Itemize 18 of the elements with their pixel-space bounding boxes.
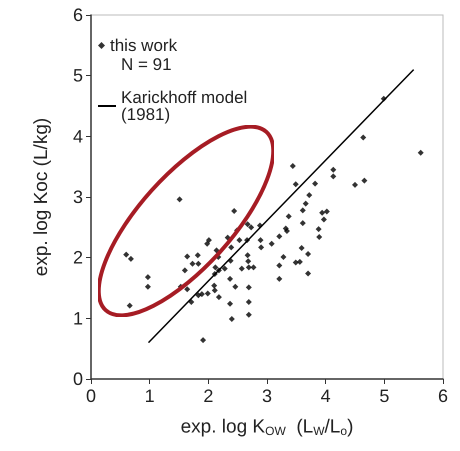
legend-label: this work bbox=[110, 36, 178, 55]
y-tick-label: 0 bbox=[72, 369, 83, 389]
x-tick-label: 4 bbox=[320, 386, 331, 406]
y-tick-label: 2 bbox=[72, 248, 83, 268]
y-tick-label: 3 bbox=[72, 187, 83, 207]
x-tick-label: 1 bbox=[144, 386, 155, 406]
y-axis-title: exp. log Koc (L/kg) bbox=[31, 118, 52, 276]
x-tick-label: 2 bbox=[203, 386, 214, 406]
x-tick-label: 5 bbox=[379, 386, 390, 406]
x-tick-label: 6 bbox=[438, 386, 448, 406]
x-tick-label: 0 bbox=[86, 386, 96, 406]
x-tick-label: 3 bbox=[262, 386, 272, 406]
legend-label: Karickhoff model (1981) bbox=[121, 88, 248, 124]
y-tick-label: 5 bbox=[72, 66, 83, 86]
y-tick-label: 1 bbox=[72, 308, 83, 328]
y-tick-label: 6 bbox=[72, 5, 83, 25]
annotation: N = 91 bbox=[121, 55, 172, 74]
y-tick-label: 4 bbox=[72, 126, 83, 146]
